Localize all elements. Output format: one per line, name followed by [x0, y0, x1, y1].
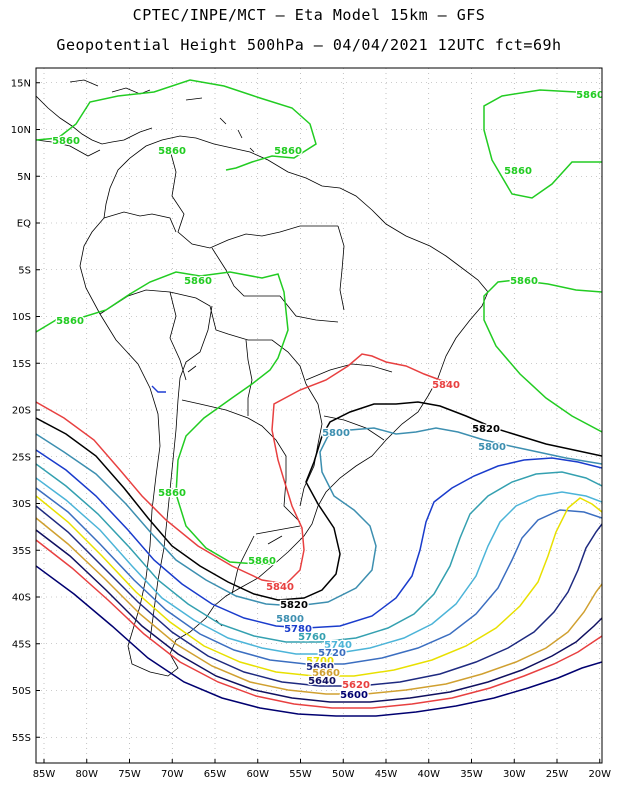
country-borders	[36, 79, 489, 677]
lat-tick-label: 15S	[12, 359, 31, 370]
contour-5860-label: 5860	[158, 146, 186, 157]
map-title-line1: CPTEC/INPE/MCT – Eta Model 15km – GFS	[132, 6, 486, 24]
lat-tick-label: 35S	[12, 546, 31, 557]
contour-5720-line	[36, 487, 602, 665]
lon-tick-label: 30W	[503, 769, 526, 780]
lon-tick-label: 35W	[460, 769, 483, 780]
contour-5620-line	[36, 539, 602, 709]
contour-5800-label: 5800	[276, 614, 304, 625]
contour-5780-line	[36, 449, 602, 629]
axis-ticks: 15N 10N 5N EQ 5S 10S 15S 20S 25S 30S 35S 40S 45S 50S 5…	[11, 78, 611, 780]
contour-5660-label: 5660	[312, 668, 340, 679]
contour-5640-line	[36, 529, 602, 703]
height-contours	[36, 79, 602, 717]
lat-tick-label: 25S	[12, 452, 31, 463]
contour-5860-label: 5860	[504, 166, 532, 177]
contour-labels: 5860 5860 5860 5860 5860 5860 5860 5860 5860 5860…	[51, 89, 604, 703]
contour-5760-label: 5760	[298, 632, 326, 643]
lon-tick-label: 25W	[546, 769, 569, 780]
lat-tick-label: 10N	[11, 125, 31, 136]
graticule	[36, 68, 602, 763]
contour-5620-label: 5620	[342, 680, 370, 691]
lake-titicaca	[151, 385, 166, 393]
contour-5800-line	[36, 427, 602, 607]
contour-5800-label: 5800	[478, 442, 506, 453]
contour-5860-label: 5860	[56, 316, 84, 327]
lon-tick-label: 55W	[289, 769, 312, 780]
lon-tick-label: 40W	[417, 769, 440, 780]
contour-5860-label: 5860	[274, 146, 302, 157]
contour-5860-label: 5860	[576, 90, 604, 101]
contour-5680-line	[36, 505, 602, 687]
contour-5840-line	[36, 353, 457, 585]
contour-5840-label: 5840	[432, 380, 460, 391]
contour-5600-label: 5600	[340, 690, 368, 701]
lat-tick-label: 5N	[17, 172, 31, 183]
lon-tick-label: 65W	[204, 769, 227, 780]
contour-5860-line	[36, 271, 289, 565]
contour-5700-label: 5700	[306, 656, 334, 667]
lon-tick-label: 60W	[246, 769, 269, 780]
south-america-coastline	[79, 135, 489, 677]
lon-tick-label: 20W	[588, 769, 611, 780]
contour-5860-label: 5860	[510, 276, 538, 287]
contour-5840-label: 5840	[266, 582, 294, 593]
contour-5720-label: 5720	[318, 648, 346, 659]
contour-5740-line	[36, 477, 602, 655]
internal-borders	[99, 149, 345, 641]
lon-tick-label: 85W	[33, 769, 56, 780]
map-frame-bg	[36, 68, 602, 763]
contour-5860-line	[483, 89, 602, 199]
contour-5820-label: 5820	[280, 600, 308, 611]
contour-5860-label: 5860	[52, 136, 80, 147]
contour-5820-label: 5820	[472, 424, 500, 435]
contour-5760-line	[36, 463, 602, 643]
caribbean-islands	[69, 79, 255, 153]
lat-tick-label: 55S	[12, 733, 31, 744]
map-frame	[35, 67, 603, 764]
map-title-line2: Geopotential Height 500hPa – 04/04/2021 …	[56, 36, 562, 54]
contour-5780-label: 5780	[284, 624, 312, 635]
lat-tick-label: EQ	[17, 219, 31, 230]
contour-5640-label: 5640	[308, 676, 336, 687]
contour-5680-label: 5680	[306, 662, 334, 673]
lon-tick-label: 50W	[332, 769, 355, 780]
contour-5860-line	[36, 79, 317, 171]
contour-5740-label: 5740	[324, 640, 352, 651]
contour-5660-line	[36, 517, 602, 695]
lat-tick-label: 45S	[12, 639, 31, 650]
lon-tick-label: 70W	[161, 769, 184, 780]
contour-5700-line	[36, 495, 602, 677]
lat-tick-label: 30S	[12, 499, 31, 510]
lat-tick-label: 20S	[12, 406, 31, 417]
lat-tick-label: 5S	[18, 265, 31, 276]
lon-tick-label: 80W	[75, 769, 98, 780]
contour-5820-line	[36, 401, 602, 601]
lat-tick-label: 15N	[11, 78, 31, 89]
contour-5860-line	[483, 279, 602, 433]
lat-tick-label: 10S	[12, 312, 31, 323]
coastal-detail	[187, 363, 393, 627]
contour-5860-label: 5860	[184, 276, 212, 287]
contour-5600-line	[36, 565, 602, 717]
lat-tick-label: 40S	[12, 593, 31, 604]
contour-5860-label: 5860	[248, 556, 276, 567]
central-america-coastline	[36, 95, 153, 157]
lon-tick-label: 75W	[118, 769, 141, 780]
lon-tick-label: 45W	[375, 769, 398, 780]
lat-tick-label: 50S	[12, 686, 31, 697]
contour-5800-label: 5800	[322, 428, 350, 439]
contour-5860-label: 5860	[158, 488, 186, 499]
